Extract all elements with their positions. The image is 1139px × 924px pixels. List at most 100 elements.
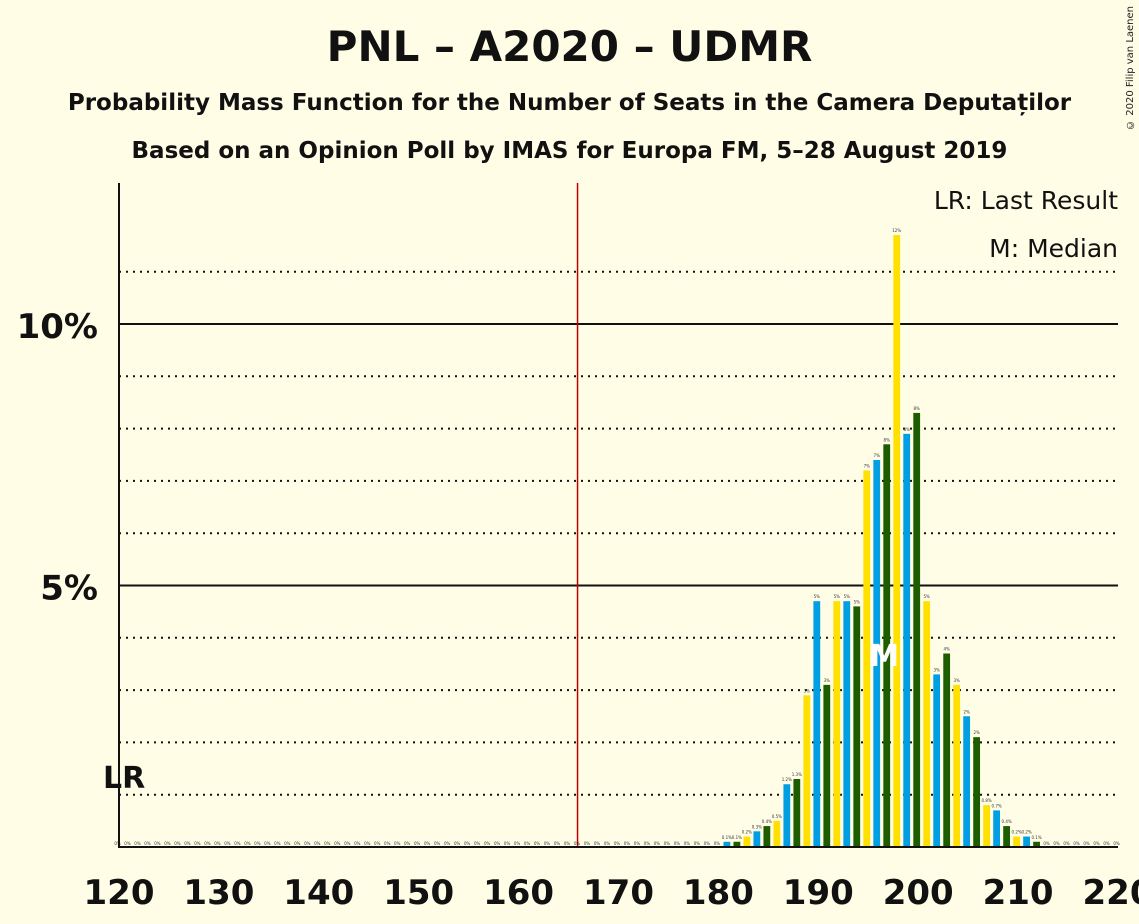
data-label-176: 0% [674, 841, 681, 846]
bar-207 [983, 805, 991, 847]
data-label-144: 0% [354, 841, 361, 846]
grid-lines [119, 270, 1118, 796]
data-label-127: 0% [184, 841, 191, 846]
data-label-180: 0% [714, 841, 721, 846]
axes-group: 5% 10% 120 130 140 150 160 170 180 190 200 210 220 [17, 183, 1139, 913]
data-label-215: 0% [1063, 841, 1070, 846]
data-label-209: 0.4% [1002, 819, 1012, 824]
legend-median: M: Median [989, 234, 1118, 263]
x-tick-label: 180 [683, 873, 754, 913]
data-label-149: 0% [404, 841, 411, 846]
data-label-168: 0% [594, 841, 601, 846]
data-label-142: 0% [334, 841, 341, 846]
data-label-198: 12% [892, 228, 901, 233]
bar-195 [863, 470, 871, 847]
data-label-136: 0% [274, 841, 281, 846]
data-label-148: 0% [394, 841, 401, 846]
data-label-165: 0% [564, 841, 571, 846]
data-label-220: 0% [1113, 841, 1120, 846]
bar-193 [843, 601, 851, 847]
data-label-151: 0% [424, 841, 431, 846]
x-tick-label: 200 [883, 873, 954, 913]
data-label-179: 0% [704, 841, 711, 846]
bars-group: M [723, 235, 1040, 848]
data-label-197: 8% [884, 437, 891, 442]
data-label-143: 0% [344, 841, 351, 846]
bar-187 [783, 784, 791, 847]
data-label-196: 7% [874, 453, 881, 458]
data-label-185: 0.4% [762, 819, 772, 824]
bar-203 [943, 653, 951, 847]
data-label-204: 3% [953, 678, 960, 683]
x-tick-label: 210 [983, 873, 1054, 913]
data-label-187: 1.2% [782, 777, 792, 782]
data-label-181: 0.1% [722, 835, 732, 840]
data-label-121: 0% [124, 841, 131, 846]
data-label-120: 0% [114, 841, 121, 846]
bar-208 [993, 810, 1001, 847]
data-label-150: 0% [414, 841, 421, 846]
data-label-219: 0% [1103, 841, 1110, 846]
data-label-195: 7% [864, 463, 871, 468]
data-label-160: 0% [514, 841, 521, 846]
bar-212 [1033, 841, 1040, 847]
data-label-177: 0% [684, 841, 691, 846]
data-label-133: 0% [244, 841, 251, 846]
data-label-157: 0% [484, 841, 491, 846]
data-label-194: 5% [854, 599, 861, 604]
data-label-166: 0% [574, 841, 581, 846]
bar-196 [873, 459, 881, 847]
bar-185 [763, 826, 771, 847]
x-tick-label: 130 [183, 873, 254, 913]
bar-198 [893, 235, 901, 848]
data-label-217: 0% [1083, 841, 1090, 846]
data-label-155: 0% [464, 841, 471, 846]
data-label-123: 0% [144, 841, 151, 846]
bar-183 [743, 836, 751, 847]
data-label-210: 0.2% [1012, 830, 1022, 835]
bar-199 [903, 433, 911, 847]
x-tick-label: 170 [583, 873, 654, 913]
data-label-162: 0% [534, 841, 541, 846]
data-label-202: 3% [934, 667, 941, 672]
data-label-125: 0% [164, 841, 171, 846]
bar-206 [973, 737, 981, 847]
data-label-188: 1.3% [792, 772, 802, 777]
data-label-207: 0.8% [982, 798, 992, 803]
data-label-175: 0% [664, 841, 671, 846]
data-label-184: 0.3% [752, 824, 762, 829]
x-tick-label: 120 [84, 873, 155, 913]
data-label-159: 0% [504, 841, 511, 846]
data-label-158: 0% [494, 841, 501, 846]
data-label-183: 0.2% [742, 830, 752, 835]
data-label-161: 0% [524, 841, 531, 846]
data-label-164: 0% [554, 841, 561, 846]
data-label-203: 4% [943, 646, 950, 651]
bar-210 [1013, 836, 1020, 847]
data-label-212: 0.1% [1031, 835, 1041, 840]
data-label-146: 0% [374, 841, 381, 846]
bar-197 [883, 444, 891, 847]
data-label-138: 0% [294, 841, 301, 846]
median-marker: M [869, 639, 899, 674]
data-label-205: 2% [963, 709, 970, 714]
data-label-139: 0% [304, 841, 311, 846]
last-result-marker: LR [103, 183, 579, 847]
data-label-213: 0% [1043, 841, 1050, 846]
data-label-132: 0% [234, 841, 241, 846]
x-tick-label: 140 [283, 873, 354, 913]
y-tick-label: 5% [40, 569, 98, 609]
bar-186 [773, 820, 781, 847]
data-labels-group: 0% 0% 0% 0% 0% 0% 0% 0% 0% 0% 0% 0% 0% 0% 0% 0% 0% 0% 0% 0%… [114, 228, 1120, 846]
bar-211 [1023, 836, 1030, 847]
bar-200 [913, 412, 921, 847]
data-label-163: 0% [544, 841, 551, 846]
last-result-label: LR [103, 761, 145, 796]
bar-194 [853, 606, 861, 847]
data-label-126: 0% [174, 841, 181, 846]
data-label-178: 0% [694, 841, 701, 846]
legend-last-result: LR: Last Result [934, 186, 1118, 215]
data-label-200: 8% [914, 406, 921, 411]
bar-191 [823, 684, 831, 847]
